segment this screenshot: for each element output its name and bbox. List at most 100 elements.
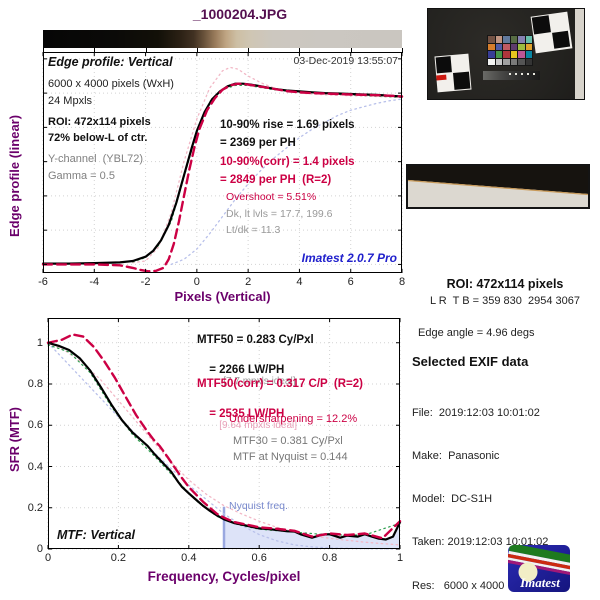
edge-profile-chart: -6 -4 -2 0 2 4 6 8 <box>38 52 405 288</box>
checker-patch <box>510 36 517 43</box>
imatest-version: Imatest 2.0.7 Pro <box>301 251 397 265</box>
test-chart-thumbnail <box>427 8 585 100</box>
timestamp: 03-Dec-2019 13:55:07 <box>293 55 399 67</box>
bar-tick <box>350 48 352 53</box>
checker-patch <box>488 51 495 58</box>
exif-line: Make: Panasonic <box>412 450 500 463</box>
roi-line2: 72% below-L of ctr. <box>48 132 148 144</box>
mtf50-lwph: = 2266 LW/PH <box>209 363 285 376</box>
x-tick-label: 0 <box>193 276 200 288</box>
checker-patch <box>525 51 532 58</box>
edge-profile-plot <box>41 52 404 273</box>
exif-line: Res: 6000 x 4000 <box>412 579 505 592</box>
grayscale-strip <box>483 71 540 80</box>
checker-patch <box>503 51 510 58</box>
x-tick-label: 0 <box>44 552 52 564</box>
bar-tick <box>94 48 96 53</box>
mtf-ylabel: SFR (MTF) <box>7 407 22 472</box>
roi-crop-thumbnail <box>406 164 590 209</box>
color-checker <box>487 35 533 66</box>
exif-heading: Selected EXIF data <box>412 354 529 369</box>
exif-block: File: 2019:12:03 10:01:02 Make: Panasoni… <box>412 377 586 600</box>
mtf-xlabel: Frequency, Cycles/pixel <box>147 569 301 584</box>
checker-patch <box>495 43 502 50</box>
x-tick-label: 0.6 <box>251 552 267 564</box>
x-tick-label: -2 <box>140 276 151 288</box>
roi-heading: ROI: 472x114 pixels <box>446 277 564 291</box>
image-size-line: 6000 x 4000 pixels (WxH) <box>48 78 174 90</box>
channel-line: Y-channel (YBL72) <box>48 153 143 165</box>
y-tick-label: 0 <box>36 543 43 555</box>
figure-title: _1000204.JPG <box>192 6 288 22</box>
mtf50-ideal: [7.7 mpxls ideal] <box>223 376 296 388</box>
rise-line2: = 2369 per PH <box>220 137 296 149</box>
mtf50corr-ideal: [9.64 mpxls ideal] <box>219 420 298 432</box>
edge-gradient-bar <box>43 30 403 53</box>
checker-patch <box>510 51 517 58</box>
checker-patch <box>503 58 510 65</box>
checker-patch <box>525 58 532 65</box>
x-tick-label: -6 <box>38 276 48 288</box>
checker-patch <box>518 51 525 58</box>
mtf-nyquist-line: MTF at Nyquist = 0.144 <box>233 451 348 463</box>
light-strip <box>575 9 584 99</box>
checker-patch <box>495 58 502 65</box>
checker-patch <box>518 58 525 65</box>
logo-stripes <box>508 545 570 577</box>
roi-coords: L R T B = 359 830 2954 3067 <box>430 295 580 307</box>
exif-line: File: 2019:12:03 10:01:02 <box>412 406 540 419</box>
red-marker <box>436 74 447 81</box>
levels-line: Dk, lt lvls = 17.7, 199.6 <box>226 208 333 220</box>
edge-angle: Edge angle = 4.96 degs <box>418 327 535 339</box>
edge-ylabel: Edge profile (linear) <box>7 114 22 237</box>
nyquist-freq-label: Nyquist freq. <box>229 500 288 512</box>
bar-tick <box>145 48 147 53</box>
rise-corr-line1: 10-90%(corr) = 1.4 pixels <box>220 156 355 168</box>
y-tick-label: 0.4 <box>27 460 43 473</box>
x-tick-label: 6 <box>347 276 354 288</box>
y-tick-label: 0.6 <box>27 419 43 432</box>
overshoot-line: Overshoot = 5.51% <box>226 191 317 203</box>
checker-patch <box>503 36 510 43</box>
y-tick-label: 1 <box>36 336 43 349</box>
checkerboard-top-right <box>530 11 573 54</box>
x-tick-label: 1 <box>396 552 404 564</box>
bar-tick <box>43 48 44 53</box>
checker-square <box>453 71 471 90</box>
logo-wordmark: Imatest <box>519 575 560 590</box>
mtf30-line: MTF30 = 0.381 Cy/Pxl <box>233 435 343 447</box>
bar-tick <box>299 48 301 53</box>
grayscale-dots <box>509 73 535 75</box>
undersharpening-line: Undersharpening = 12.2% <box>229 413 358 425</box>
x-tick-label: 0.2 <box>110 552 127 564</box>
mtf50corr-line1: MTF50(corr) = 0.317 C/P (R=2) <box>197 378 363 390</box>
mtf50corr-line2: = 2535 LW/PH [9.64 mpxls ideal] <box>197 396 297 443</box>
mtf50-line2: = 2266 LW/PH [7.7 mpxls ideal] <box>197 352 296 399</box>
edge-heading: Edge profile: Vertical <box>48 55 173 69</box>
checker-patch <box>488 36 495 43</box>
checker-patch <box>495 51 502 58</box>
mtf-corner-label: MTF: Vertical <box>57 528 136 542</box>
bar-tick <box>402 48 403 53</box>
mtf-plot <box>46 318 402 550</box>
checker-patch <box>503 43 510 50</box>
checker-square <box>552 30 571 49</box>
checker-patch <box>518 43 525 50</box>
checker-patch <box>495 36 502 43</box>
imatest-logo: Imatest <box>508 545 570 592</box>
checker-patch <box>488 43 495 50</box>
exif-line: Model: DC-S1H <box>412 493 493 506</box>
checker-patch <box>510 43 517 50</box>
rise-line1: 10-90% rise = 1.69 pixels <box>220 119 355 131</box>
x-tick-label: 0.8 <box>321 552 338 564</box>
rise-corr-line2: = 2849 per PH (R=2) <box>220 174 332 186</box>
x-tick-label: 0.4 <box>181 552 197 564</box>
checkerboard-bottom-left <box>434 53 472 93</box>
y-tick-label: 0.8 <box>27 378 43 390</box>
x-tick-label: 4 <box>296 276 303 288</box>
checker-patch <box>488 58 495 65</box>
x-tick-label: -4 <box>89 276 100 288</box>
bar-tick <box>196 48 198 53</box>
checker-patch <box>525 43 532 50</box>
